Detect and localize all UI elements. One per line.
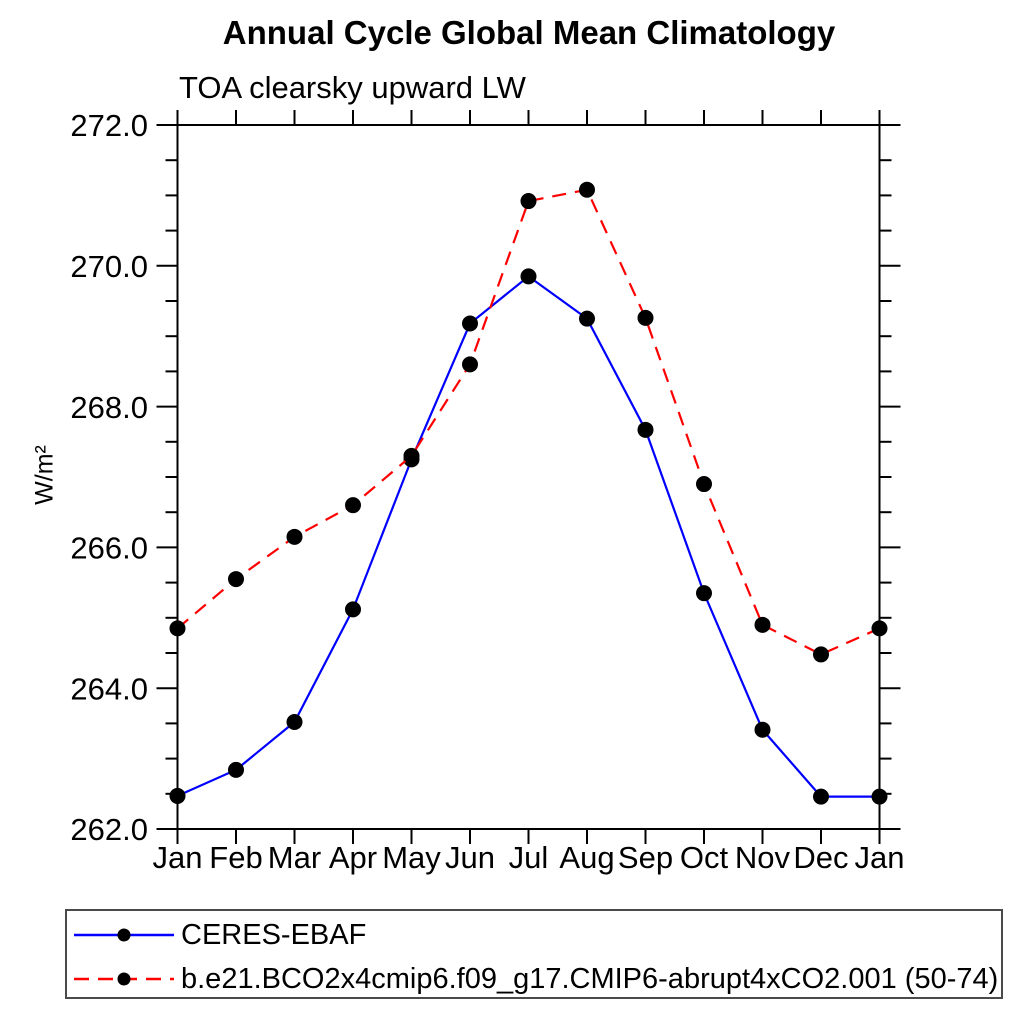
x-tick-label: May [382,840,441,875]
y-tick-label: 264.0 [70,671,148,706]
data-point-marker [286,528,303,545]
y-tick-label: 272.0 [70,108,148,143]
data-point-marker [871,788,888,805]
y-tick-label: 270.0 [70,249,148,284]
data-point-marker [579,310,595,327]
legend-label: CERES-EBAF [181,918,367,951]
legend-sample-marker [117,928,131,942]
chart-title: Annual Cycle Global Mean Climatology [222,14,836,51]
x-tick-label: Nov [735,840,791,875]
x-tick-label: Dec [793,840,848,875]
data-point-marker [520,268,537,285]
data-point-marker [637,309,654,326]
x-tick-label: Jul [509,840,549,875]
plot-frame [176,124,881,830]
legend-label: b.e21.BCO2x4cmip6.f09_g17.CMIP6-abrupt4x… [181,962,999,995]
data-point-marker [228,761,244,778]
data-point-marker [813,646,829,663]
x-tick-label: Mar [268,840,321,875]
data-point-marker [696,476,712,493]
data-point-marker [462,356,478,373]
x-tick-label: Jun [445,840,495,875]
data-point-marker [403,447,420,464]
legend-sample-line-0 [74,928,174,942]
data-point-marker [637,421,654,438]
data-point-marker [228,571,244,588]
x-tick-label: Aug [559,840,614,875]
x-tick-label: Oct [680,840,729,875]
legend-sample-line-1 [74,972,174,986]
x-tick-label: Jan [855,840,905,875]
legend-entry-ceres-ebaf: CERES-EBAF [67,917,366,953]
x-tick-label: Jan [153,840,203,875]
legend-entry-model: b.e21.BCO2x4cmip6.f09_g17.CMIP6-abrupt4x… [67,961,998,997]
series-line-0 [177,274,880,798]
data-point-marker [345,601,361,618]
y-tick-label: 262.0 [70,812,148,847]
data-point-marker [520,193,537,210]
data-point-marker [696,585,712,602]
chart-subtitle: TOA clearsky upward LW [179,70,526,105]
data-point-marker [169,787,186,804]
data-point-marker [871,620,888,637]
legend-sample-marker [117,972,131,986]
y-tick-label: 266.0 [70,531,148,566]
data-point-marker [286,713,303,730]
x-tick-label: Apr [329,840,377,875]
y-tick-label: 268.0 [70,390,148,425]
series-line-1 [176,188,880,656]
data-point-marker [169,620,186,637]
x-tick-label: Sep [618,840,673,875]
x-tick-label: Feb [209,840,262,875]
data-point-marker [754,721,771,738]
data-point-marker [813,788,829,805]
data-point-marker [579,181,595,198]
legend-box: CERES-EBAF b.e21.BCO2x4cmip6.f09_g17.CMI… [65,909,1003,999]
data-point-marker [345,497,361,514]
data-point-marker [754,616,771,633]
data-point-marker [462,315,478,332]
